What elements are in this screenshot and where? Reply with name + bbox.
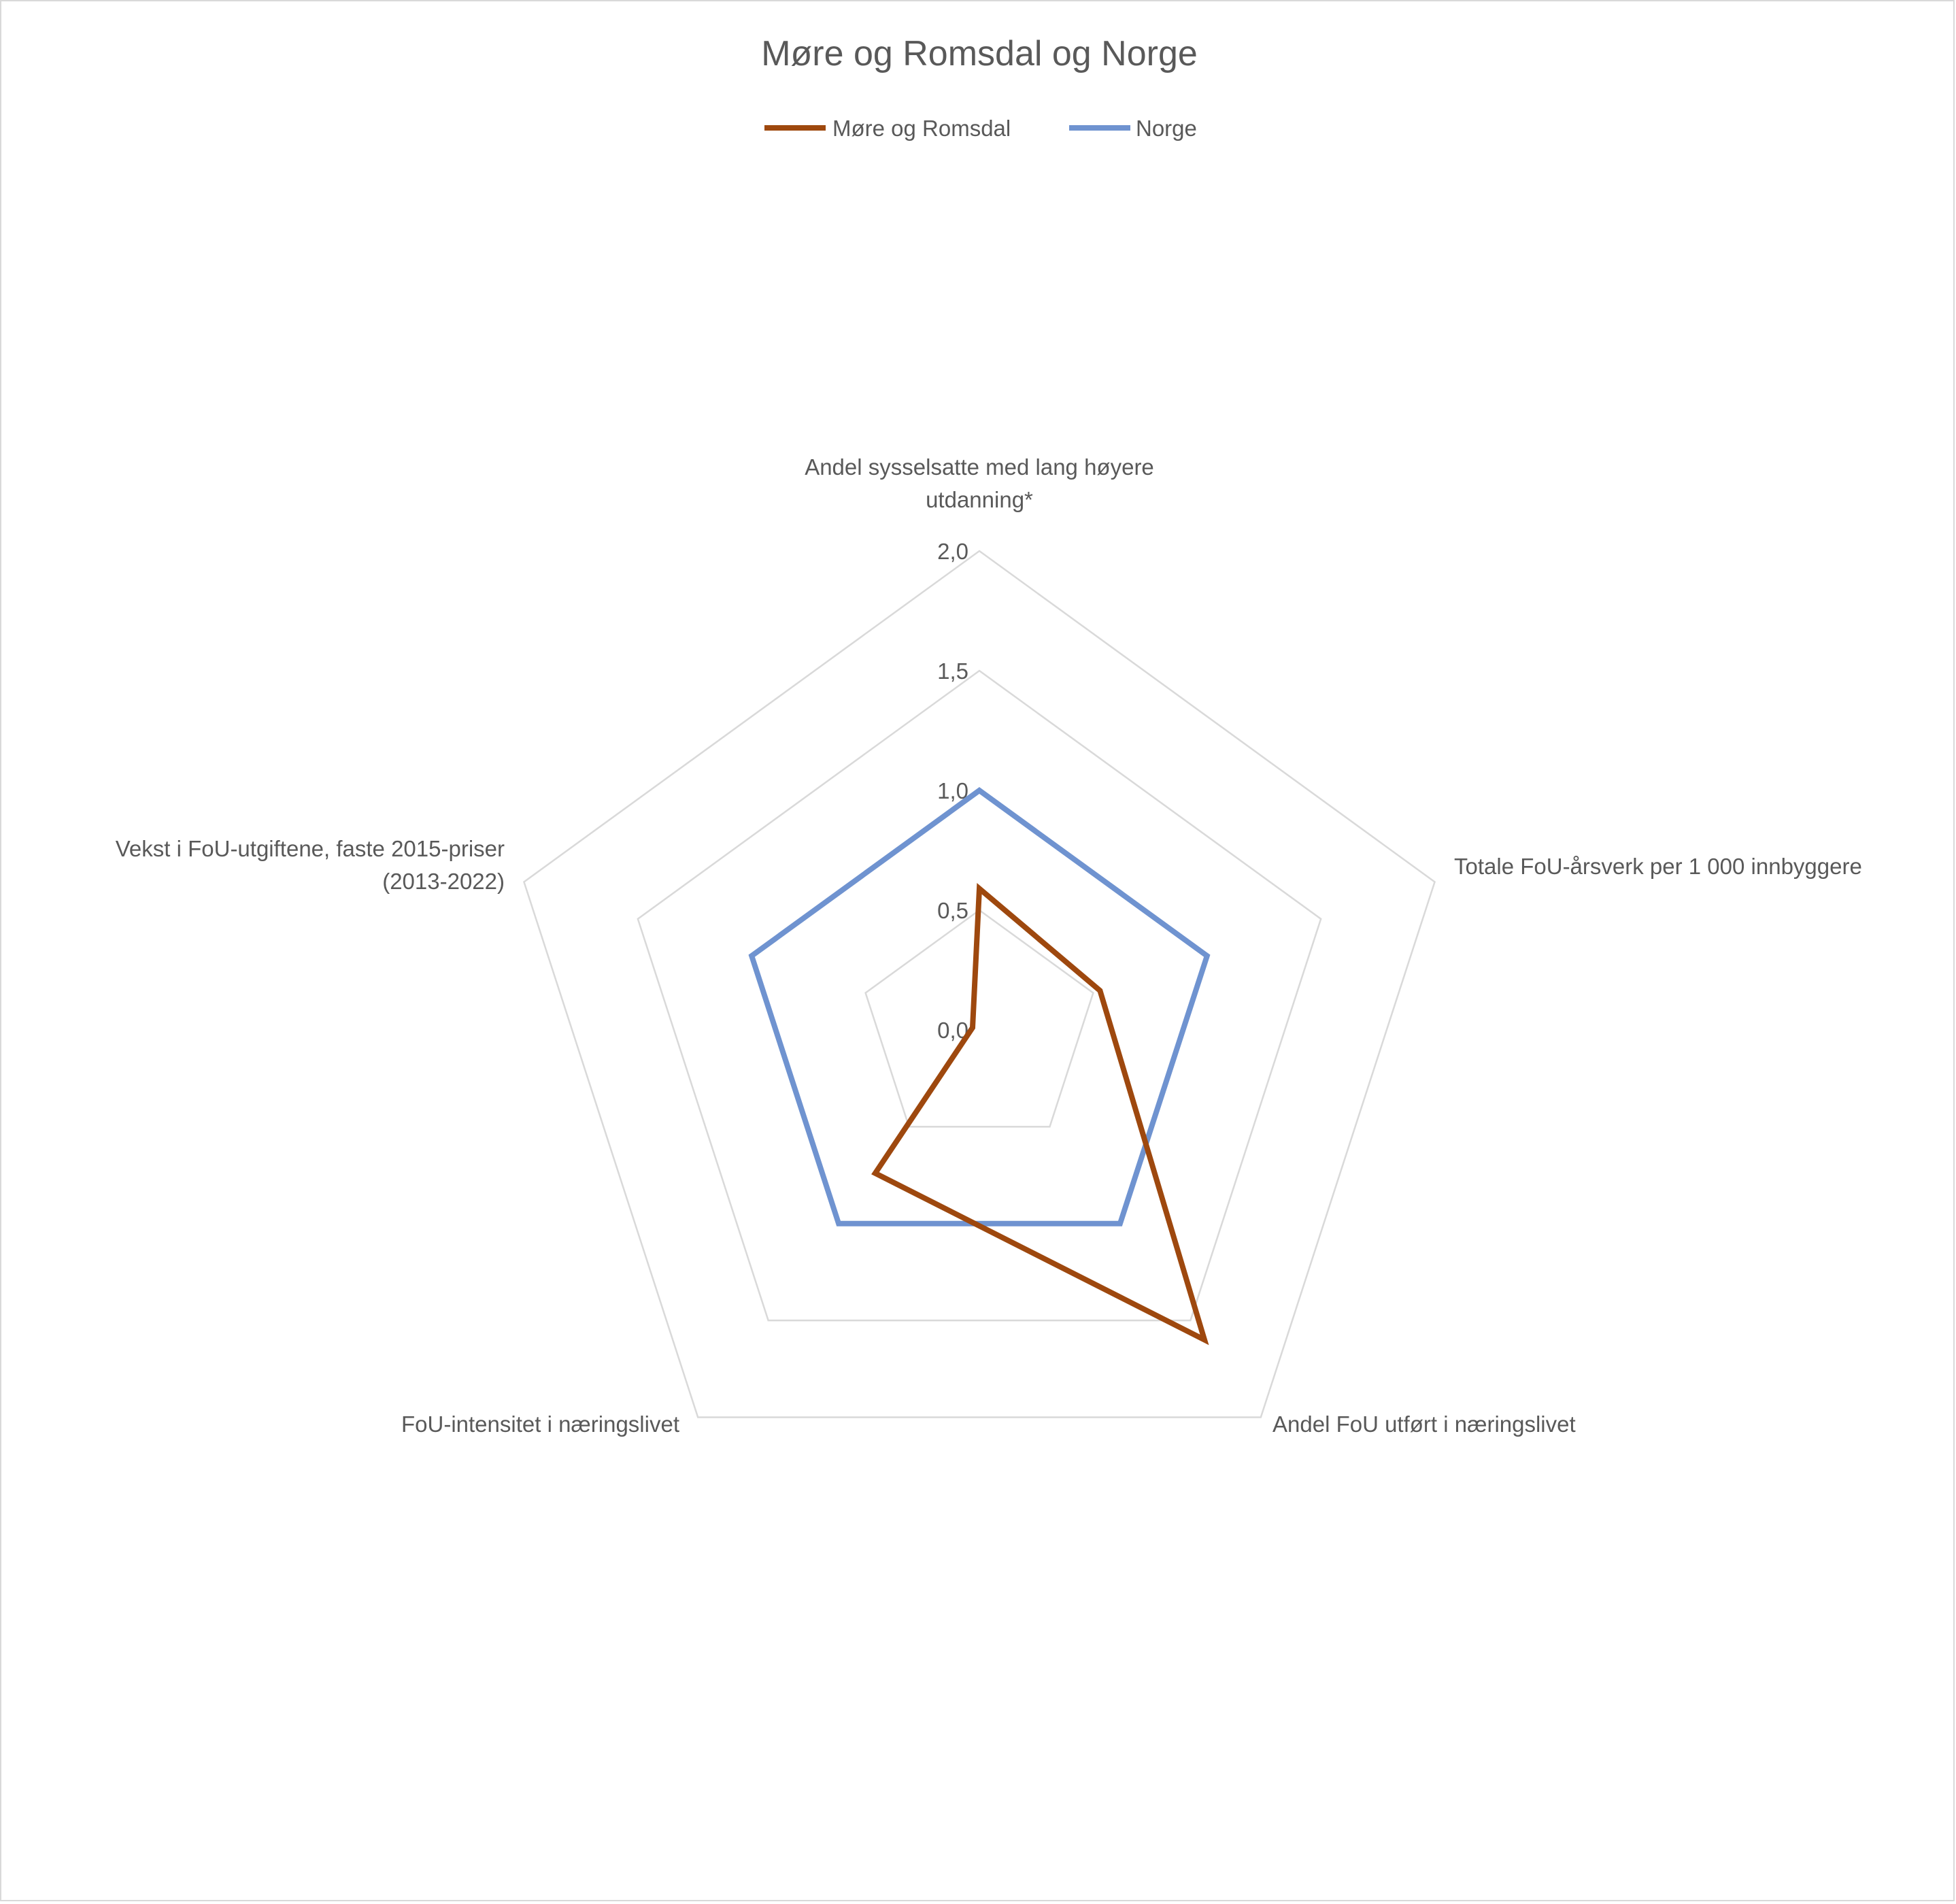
- category-label-0: Andel sysselsatte med lang høyere utdanni…: [805, 454, 1154, 512]
- gridline-1: [864, 909, 1094, 1128]
- chart-title: Møre og Romsdal og Norge: [761, 34, 1198, 73]
- category-label-3-line-0: FoU-intensitet i næringslivet: [401, 1412, 679, 1437]
- category-label-1: Totale FoU-årsverk per 1 000 innbyggere: [1454, 854, 1862, 879]
- legend-label-more-og-romsdal: Møre og Romsdal: [832, 116, 1011, 141]
- radar-gridlines: [522, 550, 1436, 1418]
- category-label-4-line-0: Vekst i FoU-utgiftene, faste 2015-priser: [116, 836, 505, 861]
- gridline-3: [637, 669, 1322, 1322]
- legend: Møre og Romsdal Norge: [764, 116, 1197, 141]
- category-label-3: FoU-intensitet i næringslivet: [401, 1412, 679, 1437]
- category-label-1-line-0: Totale FoU-årsverk per 1 000 innbyggere: [1454, 854, 1862, 879]
- category-label-0-line-0: Andel sysselsatte med lang høyere: [805, 454, 1154, 480]
- category-label-4: Vekst i FoU-utgiftene, faste 2015-priser…: [116, 836, 505, 894]
- legend-entry-norge: Norge: [1069, 116, 1197, 141]
- radial-tick-labels: 0,00,51,01,52,0: [937, 539, 968, 1043]
- legend-entry-more-og-romsdal: Møre og Romsdal: [764, 116, 1011, 141]
- category-label-2-line-0: Andel FoU utført i næringslivet: [1272, 1412, 1576, 1437]
- category-label-0-line-1: utdanning*: [926, 487, 1033, 512]
- tick-label-4: 2,0: [937, 539, 968, 564]
- series-lines: [748, 787, 1211, 1346]
- legend-label-norge: Norge: [1136, 116, 1197, 141]
- category-label-4-line-1: (2013-2022): [382, 869, 505, 894]
- tick-label-1: 0,5: [937, 898, 968, 923]
- category-labels: Andel sysselsatte med lang høyere utdanni…: [116, 454, 1862, 1437]
- gridline-4: [522, 550, 1436, 1418]
- tick-label-3: 1,5: [937, 658, 968, 684]
- category-label-2: Andel FoU utført i næringslivet: [1272, 1412, 1576, 1437]
- series-line-norge: [748, 787, 1211, 1226]
- series-line-more-og-romsdal: [871, 883, 1209, 1346]
